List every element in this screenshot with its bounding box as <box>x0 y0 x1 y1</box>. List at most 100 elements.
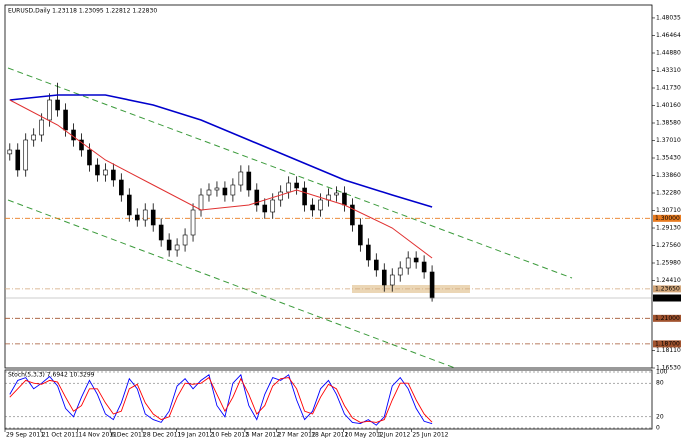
candle-body <box>342 192 347 206</box>
level-label-box <box>653 340 681 348</box>
y-tick-label: 1.30710 <box>656 207 681 214</box>
candle-body <box>397 267 403 276</box>
candle-body <box>198 194 204 211</box>
x-tick-label: 10 May 2012 <box>345 432 384 439</box>
level-label: 1.30000 <box>655 215 680 222</box>
x-tick-label: 14 Nov 2011 <box>79 432 118 439</box>
support-zone <box>352 285 470 293</box>
candle-body <box>334 192 339 196</box>
candle-body <box>389 274 395 286</box>
x-tick-label: 28 Dec 2011 <box>143 432 182 439</box>
candle-body <box>278 191 283 201</box>
x-tick-label: 18 Apr 2012 <box>311 432 348 439</box>
candle-body <box>174 244 180 251</box>
level-label-box <box>653 214 681 222</box>
y-tick-label: 1.48035 <box>656 14 681 21</box>
candle-body <box>71 129 76 141</box>
candle-body <box>182 234 188 246</box>
candle-body <box>286 182 291 193</box>
y-tick-label: 1.33860 <box>656 172 681 179</box>
candle-body <box>142 209 148 221</box>
candle-body <box>381 269 387 286</box>
chart-title: EURUSD,Daily 1.23118 1.23095 1.22812 1.2… <box>8 8 157 15</box>
y-tick-label: 1.32280 <box>656 190 681 197</box>
candle-body <box>358 224 363 246</box>
candle-body <box>127 194 132 216</box>
candle-body <box>39 119 44 136</box>
candle-body <box>47 99 52 121</box>
y-tick-label: 1.35430 <box>656 155 681 162</box>
y-tick-label: 1.38580 <box>656 120 681 127</box>
level-label: 1.21000 <box>655 315 680 322</box>
level-label: 1.18700 <box>655 340 680 347</box>
candle-body <box>421 261 427 273</box>
x-tick-label: 25 Jun 2012 <box>412 432 448 439</box>
candle-body <box>119 179 124 196</box>
indicator-tick-label: 80 <box>656 380 664 387</box>
indicator-frame <box>4 369 653 430</box>
y-tick-label: 1.44880 <box>656 50 681 57</box>
y-tick-label: 1.29130 <box>656 225 681 232</box>
candle-body <box>214 187 220 191</box>
candle-body <box>262 204 268 213</box>
indicator-tick-label: 100 <box>656 369 668 376</box>
candle-body <box>429 271 435 299</box>
candle-body <box>55 99 60 111</box>
y-tick-label: 1.24410 <box>656 277 681 284</box>
x-tick-label: 21 Oct 2011 <box>42 432 79 439</box>
level-label-box <box>653 285 681 293</box>
y-tick-label: 1.46464 <box>656 32 681 39</box>
y-tick-label: 1.18110 <box>656 347 681 354</box>
y-tick-label: 1.16530 <box>656 365 681 372</box>
y-tick-label: 1.43310 <box>656 67 681 74</box>
candle-body <box>23 139 29 171</box>
candle-body <box>158 224 164 241</box>
candle-body <box>230 184 236 196</box>
candle-body <box>246 171 252 191</box>
candle-body <box>79 139 84 151</box>
indicator-tick-label: 0 <box>656 425 660 432</box>
candle-body <box>222 187 228 196</box>
candle-body <box>270 199 276 213</box>
moving-average <box>9 94 433 208</box>
candle-body <box>405 257 411 269</box>
indicator-tick-label: 20 <box>656 413 664 420</box>
level-label-box <box>653 314 681 322</box>
candle-body <box>206 189 212 196</box>
candle-body <box>63 109 68 131</box>
indicator-line <box>9 373 433 426</box>
y-tick-label: 1.41730 <box>656 85 681 92</box>
candle-body <box>254 189 260 206</box>
indicator-line <box>9 376 433 423</box>
x-tick-label: 19 Jan 2012 <box>177 432 213 439</box>
y-tick-label: 1.25980 <box>656 260 681 267</box>
candle-body <box>150 209 156 226</box>
x-tick-label: 10 Feb 2012 <box>212 432 250 439</box>
candle-body <box>302 187 307 206</box>
candle-body <box>111 169 116 181</box>
candle-body <box>238 171 244 186</box>
candle-body <box>294 182 299 189</box>
moving-average <box>9 99 433 259</box>
x-tick-label: 29 Sep 2011 <box>6 432 44 439</box>
candle-body <box>7 149 13 155</box>
candle-body <box>103 169 108 176</box>
level-label: 1.23650 <box>655 285 680 292</box>
last-price-label: 1.22830 <box>655 295 680 302</box>
x-tick-label: 6 Dec 2011 <box>111 432 146 439</box>
candle-body <box>31 134 36 141</box>
candle-body <box>374 259 379 271</box>
candle-body <box>190 209 196 236</box>
x-tick-label: 27 Mar 2012 <box>278 432 316 439</box>
candle-body <box>366 244 371 261</box>
indicator-title: Stoch(5,3,3) 7.6942 10.3299 <box>8 372 95 379</box>
channel-upper <box>7 67 573 279</box>
candle-body <box>15 149 21 171</box>
main-frame <box>4 4 653 369</box>
last-price-box <box>653 294 681 302</box>
candle-body <box>134 214 140 221</box>
candle-body <box>166 239 172 251</box>
candle-body <box>310 204 315 211</box>
